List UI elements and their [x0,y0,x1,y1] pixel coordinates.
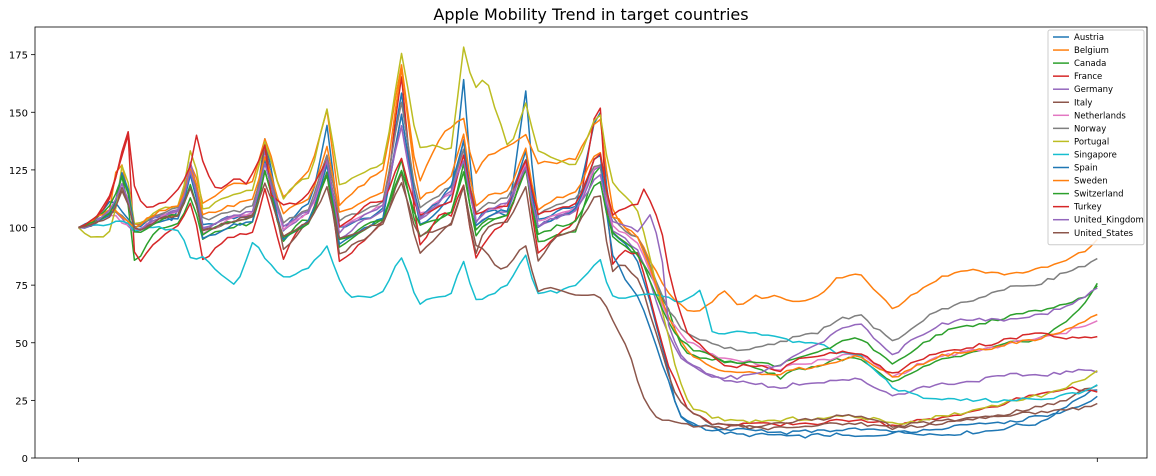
legend-label: Norway [1074,124,1106,134]
legend-label: Portugal [1074,137,1109,147]
y-tick-label: 0 [22,454,28,465]
legend-label: United_Kingdom [1074,216,1144,226]
legend-label: Canada [1074,59,1106,69]
y-tick-label: 150 [9,108,28,119]
series-line-spain [78,113,1098,436]
series-line-singapore [78,220,1098,403]
legend-label: United_States [1074,229,1134,239]
legend-label: Netherlands [1074,111,1126,121]
legend-label: Switzerland [1074,190,1124,200]
plot-frame [34,26,1148,459]
series-line-portugal [77,46,1098,425]
legend-box [1047,29,1145,246]
legend: Austria Belgium Canada France Germany Italy Ne… [1047,29,1145,246]
chart-title: Apple Mobility Trend in target countries [433,5,748,24]
y-tick-label: 75 [15,281,28,292]
series-line-netherlands [78,126,1098,378]
legend-label: Italy [1074,98,1092,108]
series-line-united_states [78,182,1098,430]
series-layer [77,46,1098,439]
y-tick-label: 125 [9,166,28,177]
series-line-switzerland [78,168,1098,368]
legend-label: France [1074,72,1102,82]
series-line-united_kingdom [78,124,1098,380]
series-line-france [78,76,1098,427]
legend-label: Singapore [1074,150,1117,160]
series-line-sweden [78,68,1098,378]
legend-label: Turkey [1073,203,1102,213]
series-line-turkey [78,131,1098,374]
y-tick-label: 25 [15,396,28,407]
series-line-italy [78,142,1098,431]
y-tick-label: 50 [15,339,28,350]
series-line-belgium [78,64,1098,312]
legend-label: Belgium [1074,46,1109,56]
y-tick-label: 175 [9,51,28,62]
y-axis: 0 25 50 75 100 125 150 175 [9,51,35,465]
legend-label: Germany [1074,85,1113,95]
x-axis [78,458,1098,462]
legend-label: Sweden [1074,177,1108,187]
y-tick-label: 100 [9,224,28,235]
legend-label: Spain [1074,164,1098,174]
legend-label: Austria [1074,33,1104,43]
